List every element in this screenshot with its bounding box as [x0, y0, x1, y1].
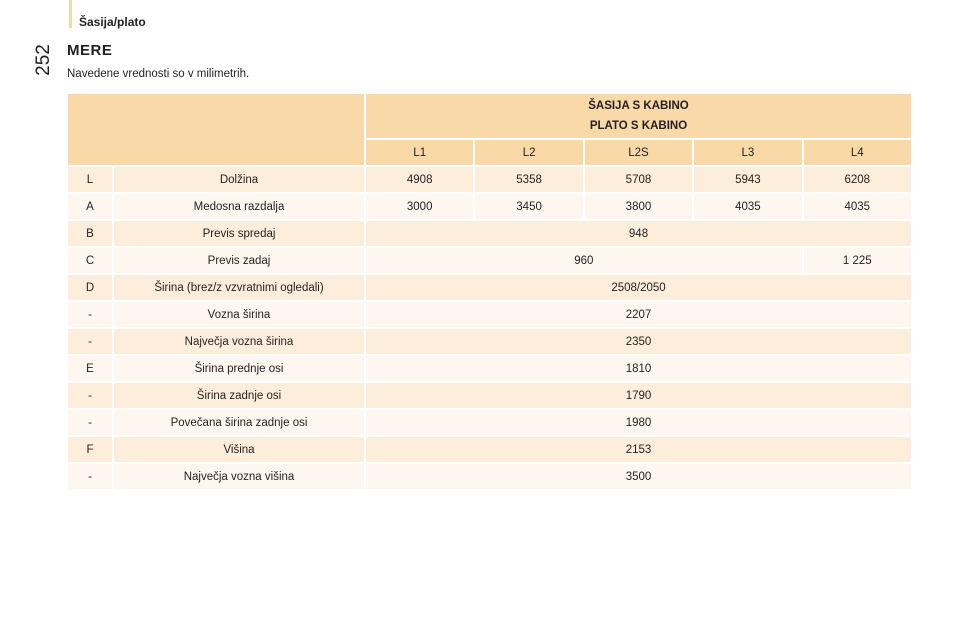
row-code: B — [68, 221, 114, 248]
row-label: Previs zadaj — [114, 248, 366, 275]
cell-value: 5943 — [694, 167, 804, 194]
table-row: - Največja vozna višina 3500 — [68, 464, 913, 491]
cell-value: 2508/2050 — [366, 275, 913, 302]
page-title: MERE — [67, 42, 113, 59]
row-label: Previs spredaj — [114, 221, 366, 248]
row-label: Širina (brez/z vzvratnimi ogledali) — [114, 275, 366, 302]
table-row: - Povečana širina zadnje osi 1980 — [68, 410, 913, 437]
row-label: Širina zadnje osi — [114, 383, 366, 410]
row-code: - — [68, 410, 114, 437]
row-code: A — [68, 194, 114, 221]
column-header: L2 — [475, 140, 585, 167]
row-code: - — [68, 329, 114, 356]
page-subtitle: Navedene vrednosti so v milimetrih. — [67, 68, 250, 80]
row-code: D — [68, 275, 114, 302]
cell-value: 4908 — [366, 167, 476, 194]
cell-value: 4035 — [694, 194, 804, 221]
row-code: - — [68, 302, 114, 329]
cell-value: 1 225 — [803, 248, 913, 275]
column-header: L2S — [584, 140, 695, 167]
row-label: Medosna razdalja — [114, 194, 366, 221]
table-corner-header — [68, 94, 366, 167]
cell-value: 3000 — [366, 194, 476, 221]
section-title: Šasija/plato — [79, 15, 146, 29]
cell-value: 1790 — [366, 383, 913, 410]
table-row: D Širina (brez/z vzvratnimi ogledali) 25… — [68, 275, 913, 302]
table-row: - Največja vozna širina 2350 — [68, 329, 913, 356]
cell-value: 1980 — [366, 410, 913, 437]
row-label: Dolžina — [114, 167, 366, 194]
row-label: Največja vozna višina — [114, 464, 366, 491]
row-code: F — [68, 437, 114, 464]
cell-value: 5708 — [584, 167, 695, 194]
group-header: ŠASIJA S KABINO PLATO S KABINO — [366, 94, 913, 140]
column-header: L3 — [694, 140, 804, 167]
row-label: Povečana širina zadnje osi — [114, 410, 366, 437]
cell-value: 1810 — [366, 356, 913, 383]
cell-value: 2207 — [366, 302, 913, 329]
cell-value: 3500 — [366, 464, 913, 491]
row-code: - — [68, 464, 114, 491]
cell-value: 6208 — [803, 167, 913, 194]
page-number: 252 — [33, 44, 54, 76]
row-label: Širina prednje osi — [114, 356, 366, 383]
section-marker-bar — [69, 0, 72, 28]
cell-value: 2350 — [366, 329, 913, 356]
dimensions-table: ŠASIJA S KABINO PLATO S KABINO L1 L2 L2S… — [68, 94, 913, 491]
table-row: C Previs zadaj 960 1 225 — [68, 248, 913, 275]
row-code: L — [68, 167, 114, 194]
cell-value: 5358 — [475, 167, 585, 194]
table-row: F Višina 2153 — [68, 437, 913, 464]
row-label: Vozna širina — [114, 302, 366, 329]
column-header: L4 — [803, 140, 913, 167]
cell-value: 948 — [366, 221, 913, 248]
row-code: E — [68, 356, 114, 383]
table-row: L Dolžina 4908 5358 5708 5943 6208 — [68, 167, 913, 194]
row-label: Višina — [114, 437, 366, 464]
row-code: - — [68, 383, 114, 410]
cell-value: 4035 — [803, 194, 913, 221]
table-row: B Previs spredaj 948 — [68, 221, 913, 248]
group-header-line1: ŠASIJA S KABINO — [588, 100, 689, 112]
group-header-line2: PLATO S KABINO — [589, 120, 688, 132]
cell-value: 3800 — [584, 194, 695, 221]
table-row: A Medosna razdalja 3000 3450 3800 4035 4… — [68, 194, 913, 221]
table-row: - Vozna širina 2207 — [68, 302, 913, 329]
table-row: E Širina prednje osi 1810 — [68, 356, 913, 383]
row-code: C — [68, 248, 114, 275]
row-label: Največja vozna širina — [114, 329, 366, 356]
cell-value: 3450 — [475, 194, 585, 221]
table-row: - Širina zadnje osi 1790 — [68, 383, 913, 410]
column-header: L1 — [366, 140, 476, 167]
cell-value: 960 — [366, 248, 804, 275]
cell-value: 2153 — [366, 437, 913, 464]
